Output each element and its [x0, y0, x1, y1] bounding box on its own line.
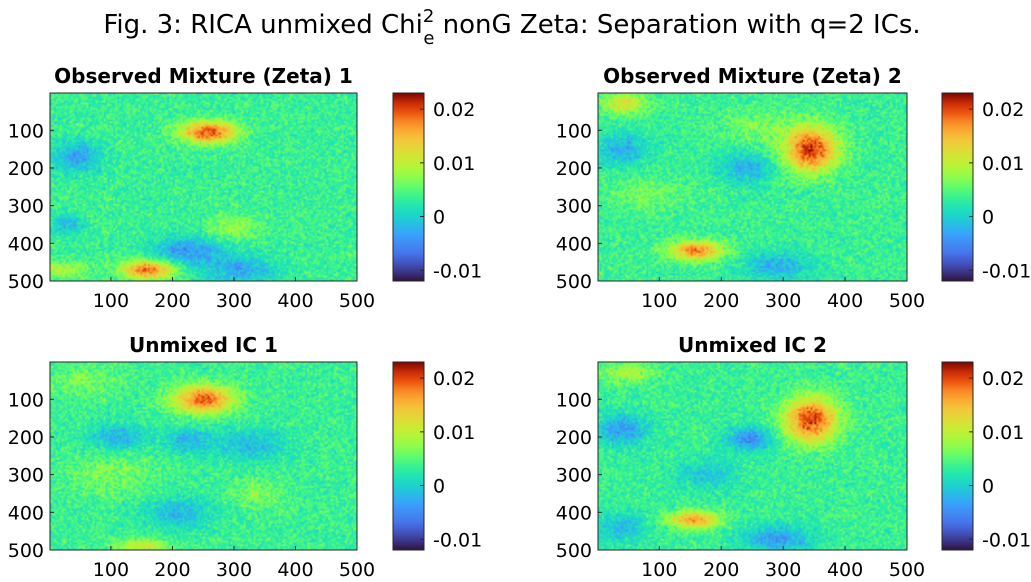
colorbar-tick-label: -0.01 — [982, 529, 1031, 551]
figure-title-sup: 2 — [423, 6, 434, 27]
x-tick-label: 200 — [703, 290, 739, 312]
y-tick-label: 300 — [8, 465, 44, 487]
colorbar-tick-label: 0.02 — [433, 99, 475, 121]
y-tick-label: 400 — [8, 502, 44, 524]
x-tick-label: 300 — [216, 290, 252, 312]
colorbar-tick-label: 0 — [433, 207, 445, 229]
x-tick-label: 400 — [827, 559, 863, 581]
panel-2: Observed Mixture (Zeta) 2 100 200 300 400 500… — [556, 64, 1031, 312]
colorbar-tick-label: 0.01 — [433, 422, 475, 444]
colorbar — [941, 92, 974, 282]
x-tick-label: 300 — [765, 290, 801, 312]
y-tick-label: 200 — [8, 427, 44, 449]
y-tick-label: 500 — [8, 540, 44, 562]
x-tick-label: 100 — [93, 290, 129, 312]
colorbar — [392, 92, 425, 282]
x-tick-label: 400 — [277, 559, 313, 581]
axis-title: Observed Mixture (Zeta) 2 — [603, 64, 902, 88]
axis-frame — [49, 361, 358, 551]
axis-title: Observed Mixture (Zeta) 1 — [54, 64, 353, 88]
panel-3: Unmixed IC 1 100 200 300 400 500 100 200 300 400 5… — [8, 333, 482, 581]
colorbar-tick-label: -0.01 — [433, 529, 482, 551]
panel-4: Unmixed IC 2 100 200 300 400 500 100 200 300 400 5… — [556, 333, 1031, 581]
y-tick-label: 300 — [8, 196, 44, 218]
x-tick-label: 500 — [339, 290, 375, 312]
x-tick-label: 300 — [216, 559, 252, 581]
panel-1: Observed Mixture (Zeta) 1 100 200 300 400 500… — [8, 64, 482, 312]
x-tick-label: 400 — [277, 290, 313, 312]
y-tick-label: 400 — [8, 233, 44, 255]
colorbar-tick-label: 0.01 — [433, 153, 475, 175]
colorbar-tick-label: 0 — [433, 476, 445, 498]
colorbar-tick-label: 0.02 — [982, 368, 1024, 390]
heatmap-image — [50, 362, 357, 550]
x-tick-label: 400 — [827, 290, 863, 312]
y-tick-label: 100 — [556, 120, 592, 142]
figure-title-sub: e — [423, 28, 434, 49]
heatmap-image — [598, 362, 907, 550]
y-tick-label: 100 — [8, 120, 44, 142]
axis-title: Unmixed IC 2 — [678, 333, 827, 357]
x-tick-label: 500 — [889, 290, 925, 312]
colorbar-tick-label: 0 — [982, 207, 994, 229]
y-tick-label: 100 — [556, 389, 592, 411]
x-tick-label: 200 — [703, 559, 739, 581]
colorbar-tick-label: -0.01 — [982, 260, 1031, 282]
colorbar-tick-label: 0.02 — [982, 99, 1024, 121]
x-tick-label: 100 — [93, 559, 129, 581]
axis-frame — [49, 92, 358, 282]
colorbar — [941, 361, 974, 551]
y-tick-label: 400 — [556, 233, 592, 255]
y-tick-label: 300 — [556, 196, 592, 218]
y-tick-label: 500 — [8, 271, 44, 293]
figure-title: Fig. 3: RICA unmixed Chi2 e nonG Zeta: Se… — [103, 6, 920, 49]
x-tick-label: 300 — [765, 559, 801, 581]
x-tick-label: 100 — [641, 290, 677, 312]
axis-frame — [597, 92, 908, 282]
colorbar-tick-label: 0.01 — [982, 153, 1024, 175]
x-tick-label: 100 — [641, 559, 677, 581]
y-tick-label: 200 — [8, 158, 44, 180]
axis-title: Unmixed IC 1 — [129, 333, 278, 357]
x-tick-label: 200 — [154, 290, 190, 312]
heatmap-image — [598, 93, 907, 281]
y-tick-label: 500 — [556, 540, 592, 562]
colorbar-tick-label: 0.02 — [433, 368, 475, 390]
y-tick-label: 200 — [556, 158, 592, 180]
y-tick-label: 300 — [556, 465, 592, 487]
figure-title-suffix: nonG Zeta: Separation with q=2 ICs. — [434, 10, 920, 40]
x-tick-label: 500 — [339, 559, 375, 581]
x-tick-label: 200 — [154, 559, 190, 581]
colorbar-tick-label: -0.01 — [433, 260, 482, 282]
y-tick-label: 500 — [556, 271, 592, 293]
y-tick-label: 400 — [556, 502, 592, 524]
y-tick-label: 200 — [556, 427, 592, 449]
axis-frame — [597, 361, 908, 551]
colorbar-tick-label: 0 — [982, 476, 994, 498]
x-tick-label: 500 — [889, 559, 925, 581]
heatmap-image — [50, 93, 357, 281]
colorbar — [392, 361, 425, 551]
colorbar-tick-label: 0.01 — [982, 422, 1024, 444]
y-tick-label: 100 — [8, 389, 44, 411]
